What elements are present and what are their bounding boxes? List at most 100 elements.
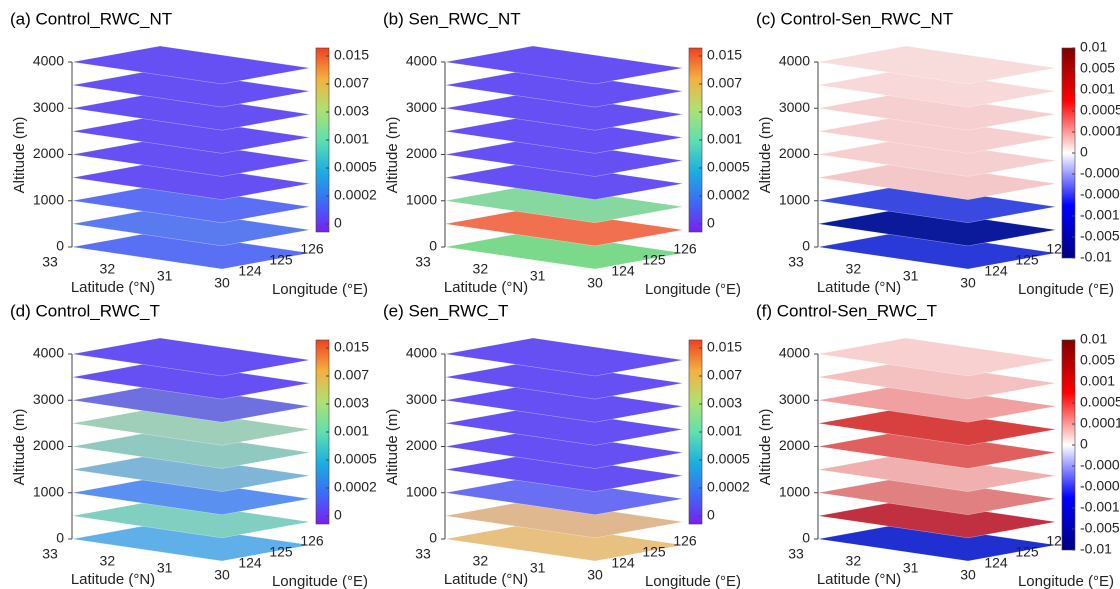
x-tick-label: 30 [214,275,230,291]
y-tick-label: 126 [673,533,697,549]
slice [817,522,1057,562]
panel: (a) Control_RWC_NT 0 1000 2000 3000 4000 Altit… [10,9,377,297]
x-tick-label: 33 [42,254,58,270]
x-tick-label: 31 [903,268,919,284]
x-tick-label: 32 [846,553,862,569]
panel: (e) Sen_RWC_T 0 1000 2000 3000 4000 Altitude (… [383,301,750,589]
colorbar-tick-label: 0.001 [1080,81,1115,97]
z-tick-label: 4000 [779,53,810,69]
slice [444,430,684,469]
slice [444,91,684,131]
x-tick-label: 32 [473,553,489,569]
z-tick-label: 4000 [406,345,437,361]
z-tick-label: 3000 [406,391,437,407]
colorbar-tick-label: 0.001 [707,131,742,147]
z-tick-label: 0 [429,238,437,254]
slice [817,230,1057,270]
slice [817,430,1057,469]
y-tick-label: 124 [984,555,1008,571]
slice [817,207,1057,247]
colorbar-tick-label: 0.0002 [707,187,750,203]
colorbar-tick-label: 0.015 [707,47,742,63]
z-tick-label: 2000 [406,437,437,453]
z-tick-label: 2000 [33,437,64,453]
colorbar-tick-label: 0 [1080,144,1088,160]
z-tick-label: 1000 [406,483,437,499]
slice [71,230,311,270]
slice [817,138,1057,177]
colorbar-tick-label: -0.001 [1080,499,1120,515]
y-axis-label: Longitude (°E) [272,281,368,298]
slice [444,476,684,516]
x-tick-label: 33 [788,254,804,270]
colorbar-tick-label: 0.005 [1080,352,1115,368]
colorbar-tick-label: 0.005 [1080,60,1115,76]
slice [444,45,684,85]
colorbar-tick-label: 0.0005 [334,159,377,175]
y-axis-label: Longitude (°E) [1018,281,1114,298]
panel-title: (f) Control-Sen_RWC_T [756,301,937,320]
z-axis-label: Altitude (m) [757,117,774,194]
slice [71,337,311,377]
y-tick-label: 126 [300,533,324,549]
colorbar-tick-label: 0.015 [334,339,369,355]
panel-title: (b) Sen_RWC_NT [383,9,521,28]
x-axis-label: Latitude (°N) [444,279,528,296]
y-tick-label: 125 [642,252,666,268]
x-tick-label: 32 [100,261,116,277]
slice [71,207,311,247]
slice [444,207,684,247]
x-tick-label: 30 [960,275,976,291]
panel: (d) Control_RWC_T 0 1000 2000 3000 4000 Altitu… [10,301,377,589]
colorbar-tick-label: 0.007 [707,75,742,91]
colorbar-tick-label: 0.003 [334,395,369,411]
colorbar-tick-label: 0.003 [334,103,369,119]
panel-title: (c) Control-Sen_RWC_NT [756,9,953,28]
z-tick-label: 1000 [33,191,64,207]
x-tick-label: 30 [587,275,603,291]
colorbar-tick-label: 0.0002 [334,479,377,495]
colorbar-tick-label: 0.0002 [334,187,377,203]
x-tick-label: 31 [530,560,546,576]
colorbar-tick-label: 0.015 [707,339,742,355]
colorbar-tick-label: 0.0005 [707,159,750,175]
z-axis-label: Altitude (m) [11,117,28,194]
x-tick-label: 31 [157,268,173,284]
slice [817,499,1057,539]
z-tick-label: 1000 [779,483,810,499]
colorbar-tick-label: 0.007 [334,75,369,91]
colorbar-tick-label: 0.003 [707,395,742,411]
slice [817,383,1057,423]
x-tick-label: 31 [530,268,546,284]
y-tick-label: 125 [1015,252,1039,268]
slice [817,337,1057,377]
colorbar-tick-label: 0.003 [707,103,742,119]
x-axis-label: Latitude (°N) [817,571,901,588]
z-tick-label: 4000 [33,53,64,69]
colorbar-tick-label: 0 [334,215,342,231]
y-tick-label: 125 [642,544,666,560]
y-tick-label: 124 [611,555,635,571]
slice [444,230,684,270]
z-tick-label: 4000 [779,345,810,361]
slice [444,360,684,400]
x-axis-label: Latitude (°N) [71,279,155,296]
slice [817,360,1057,400]
colorbar-tick-label: 0.0001 [1080,415,1120,431]
colorbar-tick-label: 0.0005 [707,451,750,467]
slice [444,138,684,177]
slice [444,522,684,562]
colorbar-tick-label: -0.005 [1080,520,1120,536]
colorbar-tick-label: 0.0005 [1080,394,1120,410]
y-tick-label: 124 [238,555,262,571]
x-tick-label: 32 [473,261,489,277]
panel: (c) Control-Sen_RWC_NT 0 1000 2000 3000 4000 A… [756,9,1120,297]
slice [444,383,684,423]
panel: (b) Sen_RWC_NT 0 1000 2000 3000 4000 Altitude … [383,9,750,297]
slice [71,161,311,200]
slice [817,407,1057,446]
colorbar-tick-label: -0.0005 [1080,478,1120,494]
slice [444,337,684,377]
x-tick-label: 32 [100,553,116,569]
